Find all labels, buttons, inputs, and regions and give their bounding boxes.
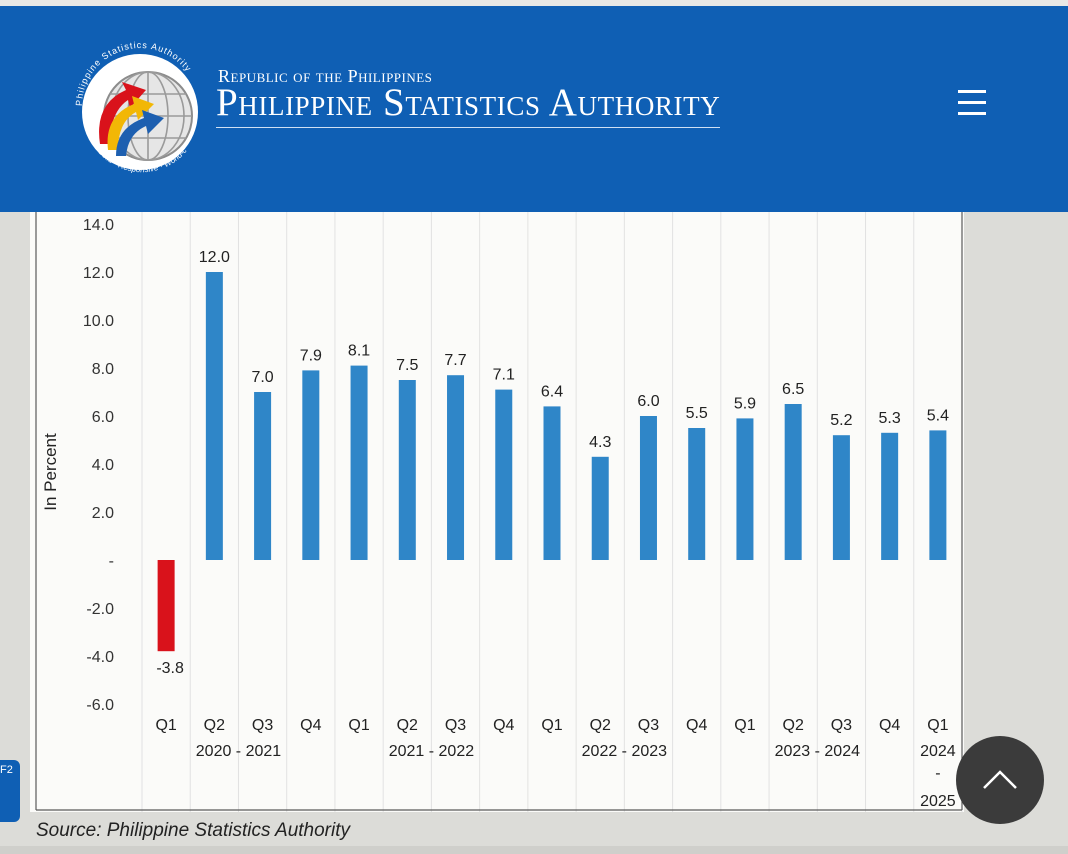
bar (205, 272, 223, 560)
bar-value-label: 7.7 (444, 352, 466, 369)
bar-value-label: 7.0 (251, 369, 273, 386)
x-tick-label: Q4 (686, 717, 707, 734)
x-group-label: 2020 - 2021 (196, 743, 282, 760)
bar-value-label: -3.8 (156, 660, 184, 677)
x-tick-label: Q3 (252, 717, 273, 734)
bar (929, 430, 947, 560)
bar-value-label: 4.3 (589, 434, 611, 451)
gdp-growth-chart: 14.012.010.08.06.04.02.0--2.0-4.0-6.0In … (35, 212, 963, 812)
x-group-label: 2021 - 2022 (389, 743, 475, 760)
x-tick-label: Q3 (638, 717, 659, 734)
y-tick-label: 10.0 (83, 313, 114, 330)
y-tick-label: 14.0 (83, 217, 114, 234)
x-tick-label: Q1 (348, 717, 369, 734)
bar-value-label: 6.5 (782, 381, 804, 398)
y-tick-label: - (109, 553, 114, 570)
side-tab[interactable] (0, 760, 20, 822)
x-tick-label: Q2 (204, 717, 225, 734)
bar (350, 365, 368, 560)
y-tick-label: 2.0 (92, 505, 114, 522)
bar-value-label: 6.0 (637, 393, 659, 410)
bar-value-label: 5.5 (686, 405, 708, 422)
bar (881, 432, 899, 560)
x-tick-label: Q4 (300, 717, 321, 734)
y-tick-label: -4.0 (86, 649, 114, 666)
x-tick-label: Q1 (927, 717, 948, 734)
bar (639, 416, 657, 560)
bar-value-label: 5.9 (734, 395, 756, 412)
header-subtitle: Republic of the Philippines (218, 66, 433, 86)
bar (688, 428, 706, 560)
x-tick-label: Q4 (493, 717, 514, 734)
chart-panel: 14.0 12.0 10.0 8.0 6.0 4.0 2.0- -2.0 -4.0 -6.0 In … (30, 212, 964, 812)
bar-value-label: 5.3 (879, 410, 901, 427)
x-tick-label: Q1 (155, 717, 176, 734)
bar (157, 560, 175, 652)
chevron-up-icon (983, 770, 1017, 789)
scroll-to-top-button[interactable] (956, 736, 1044, 824)
bar (495, 389, 513, 560)
bar (591, 456, 609, 560)
source-note: Source: Philippine Statistics Authority (36, 820, 351, 841)
bar-value-label: 8.1 (348, 343, 370, 360)
x-tick-label: Q2 (397, 717, 418, 734)
y-tick-label: -6.0 (86, 697, 114, 714)
header-title[interactable]: Philippine Statistics Authority (216, 80, 721, 128)
bar-value-label: 5.4 (927, 407, 949, 424)
bar-value-label: 7.5 (396, 357, 418, 374)
bar (398, 380, 416, 560)
x-tick-label: Q4 (879, 717, 900, 734)
bar (736, 418, 754, 560)
bar (254, 392, 272, 560)
y-tick-label: 4.0 (92, 457, 114, 474)
y-tick-label: 8.0 (92, 361, 114, 378)
bottom-strip (0, 846, 1068, 854)
x-group-label-last: - (935, 765, 940, 782)
x-tick-label: Q2 (590, 717, 611, 734)
bar (832, 435, 850, 560)
x-tick-label: Q1 (734, 717, 755, 734)
x-tick-label: Q3 (831, 717, 852, 734)
x-group-label-last: 2024 (920, 743, 956, 760)
hamburger-menu-icon[interactable] (950, 82, 994, 122)
bar (447, 375, 465, 560)
x-group-label: 2023 - 2024 (775, 743, 861, 760)
x-group-label-last: 2025 (920, 793, 956, 810)
x-tick-label: Q2 (783, 717, 804, 734)
y-tick-label: 12.0 (83, 265, 114, 282)
bar (302, 370, 320, 560)
y-axis-label: In Percent (41, 433, 60, 511)
psa-logo[interactable]: Philippine Statistics Authority Solid · … (64, 24, 214, 184)
bar-value-label: 5.2 (830, 412, 852, 429)
x-tick-label: Q3 (445, 717, 466, 734)
y-tick-label: 6.0 (92, 409, 114, 426)
bar-value-label: 7.9 (300, 347, 322, 364)
site-header: Philippine Statistics Authority Solid · … (0, 0, 1068, 212)
x-tick-label: Q1 (541, 717, 562, 734)
bar-value-label: 12.0 (199, 249, 230, 266)
x-group-label: 2022 - 2023 (582, 743, 668, 760)
side-tab-label: F2 (0, 764, 13, 776)
bar-value-label: 7.1 (493, 367, 515, 384)
y-tick-label: -2.0 (86, 601, 114, 618)
bar (543, 406, 561, 560)
bar (784, 404, 802, 560)
bar-value-label: 6.4 (541, 383, 563, 400)
